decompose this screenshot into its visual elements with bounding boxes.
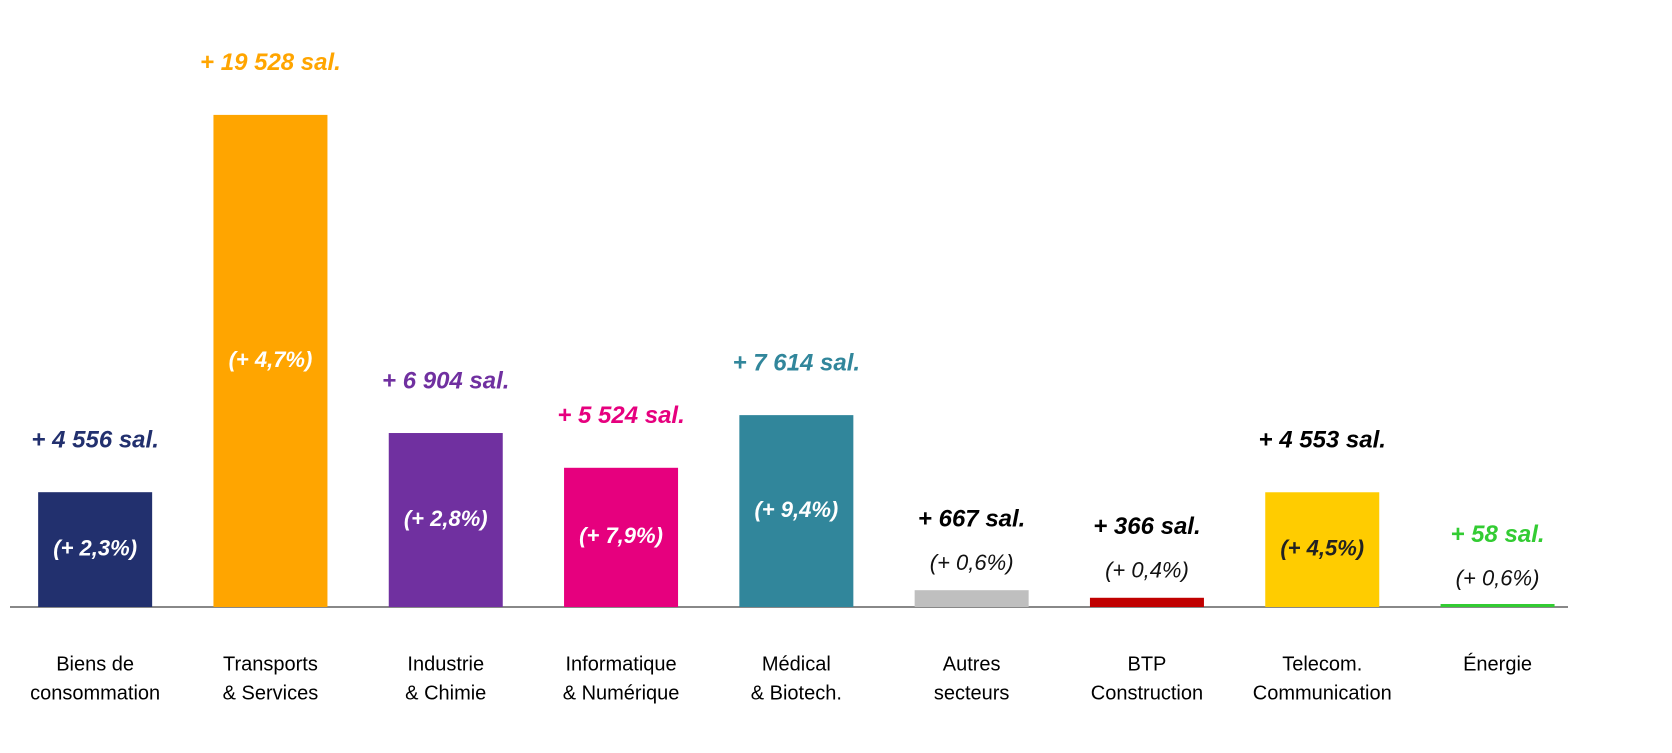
x-tick-label: Industrie: [407, 653, 484, 675]
bar: [1440, 604, 1555, 607]
value-label: + 6 904 sal.: [382, 367, 509, 394]
pct-label: (+ 4,5%): [1280, 535, 1364, 560]
x-tick-label: & Chimie: [405, 682, 486, 704]
x-tick-label: Construction: [1091, 682, 1203, 704]
x-tick-label: & Services: [223, 682, 319, 704]
x-tick-label: Énergie: [1463, 652, 1532, 675]
value-label: + 667 sal.: [918, 506, 1025, 533]
x-tick-label: Telecom.: [1282, 653, 1362, 675]
x-tick-label: consommation: [30, 682, 160, 704]
x-tick-label: Biens de: [56, 653, 134, 675]
x-tick-label: BTP: [1127, 653, 1166, 675]
pct-label: (+ 0,4%): [1105, 558, 1189, 583]
x-tick-label: Médical: [762, 653, 831, 675]
x-tick-label: & Biotech.: [751, 682, 842, 704]
value-label: + 5 524 sal.: [557, 402, 684, 429]
value-label: + 58 sal.: [1451, 521, 1545, 548]
bar: [388, 433, 503, 607]
bar: [213, 114, 328, 607]
value-label: + 7 614 sal.: [733, 349, 860, 376]
bar: [914, 590, 1029, 607]
bar: [739, 415, 854, 607]
value-label: + 19 528 sal.: [200, 49, 341, 76]
bar: [564, 467, 679, 607]
pct-label: (+ 0,6%): [1456, 565, 1540, 590]
pct-label: (+ 2,3%): [53, 535, 137, 560]
x-tick-label: Transports: [223, 653, 318, 675]
pct-label: (+ 0,6%): [930, 550, 1014, 575]
pct-label: (+ 2,8%): [404, 506, 488, 531]
x-tick-label: Autres: [943, 653, 1001, 675]
pct-label: (+ 4,7%): [229, 347, 313, 372]
pct-label: (+ 9,4%): [754, 497, 838, 522]
bar: [1265, 492, 1380, 607]
pct-label: (+ 7,9%): [579, 523, 663, 548]
x-tick-label: Informatique: [565, 653, 676, 675]
value-label: + 4 553 sal.: [1259, 427, 1386, 454]
x-tick-label: secteurs: [934, 682, 1010, 704]
value-label: + 4 556 sal.: [31, 427, 158, 454]
bar: [1089, 597, 1204, 607]
x-tick-label: Communication: [1253, 682, 1392, 704]
x-tick-label: & Numérique: [563, 682, 680, 704]
bar: [38, 492, 153, 607]
value-label: + 366 sal.: [1093, 513, 1200, 540]
